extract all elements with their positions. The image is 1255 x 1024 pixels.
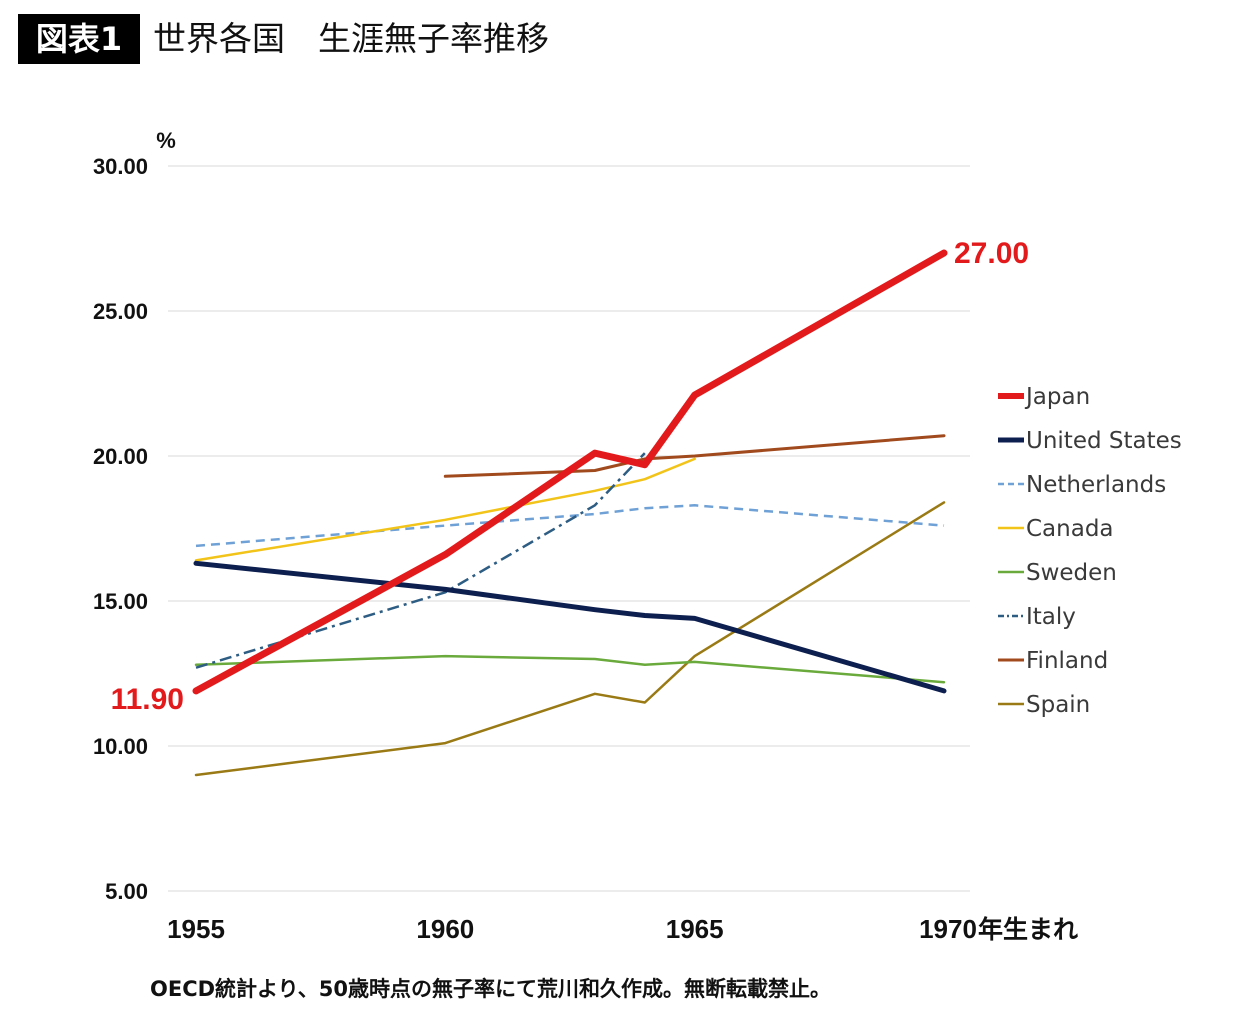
series-layer xyxy=(192,249,948,777)
legend-item: Sweden xyxy=(998,560,1117,586)
x-tick-label: 1955 xyxy=(167,914,225,944)
legend-item: Finland xyxy=(998,648,1108,674)
legend-item: Spain xyxy=(998,692,1090,718)
series-line-sweden xyxy=(194,654,946,684)
legend-label: Italy xyxy=(1026,604,1076,630)
y-tick-label: 15.00 xyxy=(93,589,148,614)
y-axis-label: % xyxy=(156,128,176,153)
chart-title: 世界各国 生涯無子率推移 xyxy=(153,19,549,58)
y-tick-label: 5.00 xyxy=(105,879,148,904)
legend-item: Italy xyxy=(998,604,1076,630)
legend-label: United States xyxy=(1026,428,1182,454)
series-line-united-states xyxy=(193,560,947,694)
legend-label: Japan xyxy=(1024,384,1090,410)
x-tick-label: 1965 xyxy=(666,914,724,944)
legend-label: Netherlands xyxy=(1026,472,1166,498)
legend-item: Japan xyxy=(998,384,1090,410)
data-label: 27.00 xyxy=(954,237,1029,270)
grid-lines xyxy=(168,165,970,892)
source-note: OECD統計より、50歳時点の無子率にて荒川和久作成。無断転載禁止。 xyxy=(150,977,832,1001)
annotations: 11.90 27.00 xyxy=(111,237,1030,716)
x-axis-unit-label: 年生まれ xyxy=(978,915,1078,944)
series-line-netherlands xyxy=(195,504,945,548)
legend-item: Netherlands xyxy=(998,472,1166,498)
legend: Japan United States Netherlands Canada Swede… xyxy=(998,384,1182,718)
series-line-japan xyxy=(192,249,948,695)
figure-badge: 図表1 xyxy=(18,14,140,64)
legend-label: Finland xyxy=(1026,648,1108,674)
data-label: 11.90 xyxy=(111,683,184,716)
legend-label: Sweden xyxy=(1026,560,1117,586)
series-line-italy xyxy=(195,452,646,669)
y-tick-label: 10.00 xyxy=(93,734,148,759)
legend-item: United States xyxy=(998,428,1182,454)
x-tick-label: 1970 xyxy=(919,914,977,944)
y-tick-label: 20.00 xyxy=(93,444,148,469)
legend-label: Spain xyxy=(1026,692,1090,718)
y-tick-label: 25.00 xyxy=(93,299,148,324)
x-tick-label: 1960 xyxy=(416,914,474,944)
x-axis-ticks: 1955 1960 1965 1970 xyxy=(167,914,977,944)
legend-label: Canada xyxy=(1026,516,1114,542)
y-tick-label: 30.00 xyxy=(93,154,148,179)
y-axis-ticks: 5.00 10.00 15.00 20.00 25.00 30.00 xyxy=(93,154,148,904)
legend-item: Canada xyxy=(998,516,1114,542)
series-line-canada xyxy=(194,457,696,562)
